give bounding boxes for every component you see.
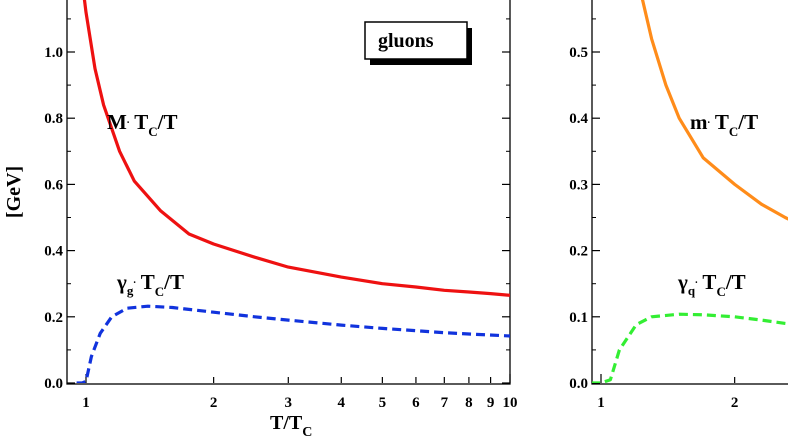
left-xtick-label-1: 2 [210, 395, 218, 411]
right-ytick-label-2: 0.2 [569, 244, 588, 260]
left-xtick-label-2: 3 [285, 395, 293, 411]
gluons-box-label: gluons [378, 30, 434, 52]
right-series-line-0 [640, 0, 788, 221]
right-xtick-label-1: 2 [731, 395, 739, 411]
annotation-gamma-q-Tc-over-T: γq. TC/T [677, 270, 746, 299]
left-ytick-label-4: 0.8 [44, 111, 63, 127]
x-axis-label-subscript: C [302, 425, 312, 440]
x-axis-label: T/TC [270, 412, 312, 440]
right-series-line-1 [592, 312, 788, 383]
right-xtick-label-0: 1 [597, 395, 605, 411]
left-xtick-label-3: 4 [338, 395, 346, 411]
left-xtick-label-7: 8 [465, 395, 473, 411]
left-ytick-label-1: 0.2 [44, 310, 63, 326]
x-axis-label-main: T/T [270, 412, 303, 434]
left-series [76, 0, 510, 383]
left-xtick-label-5: 6 [412, 395, 420, 411]
right-series [592, 0, 788, 383]
right-plot-frame [591, 0, 788, 385]
left-ytick-label-5: 1.0 [44, 45, 63, 61]
annotation-m-Tc-over-T: m. TC/T [690, 110, 758, 139]
right-ytick-label-4: 0.4 [569, 111, 588, 127]
right-axes: 0.0 0.1 0.2 0.3 0.4 0.5 1 2 [569, 18, 739, 411]
y-axis-label: [GeV] [3, 166, 25, 218]
right-ytick-label-1: 0.1 [569, 310, 588, 326]
left-axes: 0.0 0.2 0.4 0.6 0.8 1.0 1 2 3 4 5 6 7 8 9 10 [44, 18, 518, 411]
left-xtick-label-9: 10 [503, 395, 518, 411]
right-ytick-label-0: 0.0 [569, 376, 588, 392]
left-xtick-label-6: 7 [441, 395, 449, 411]
left-ytick-label-3: 0.6 [44, 177, 63, 193]
left-plot-frame [66, 0, 511, 385]
left-ytick-label-0: 0.0 [44, 376, 63, 392]
left-xtick-label-0: 1 [82, 395, 90, 411]
right-ytick-label-5: 0.5 [569, 45, 588, 61]
left-ytick-label-2: 0.4 [44, 244, 63, 260]
annotation-gamma-g-Tc-over-T: γg. TC/T [116, 270, 184, 299]
left-xtick-label-8: 9 [487, 395, 495, 411]
left-series-line-1 [76, 304, 510, 383]
annotation-M-Tc-over-T: M. TC/T [107, 110, 177, 139]
left-xtick-label-4: 5 [379, 395, 387, 411]
right-ytick-label-3: 0.3 [569, 177, 588, 193]
gluons-box [364, 21, 468, 60]
left-series-line-0 [82, 0, 510, 297]
